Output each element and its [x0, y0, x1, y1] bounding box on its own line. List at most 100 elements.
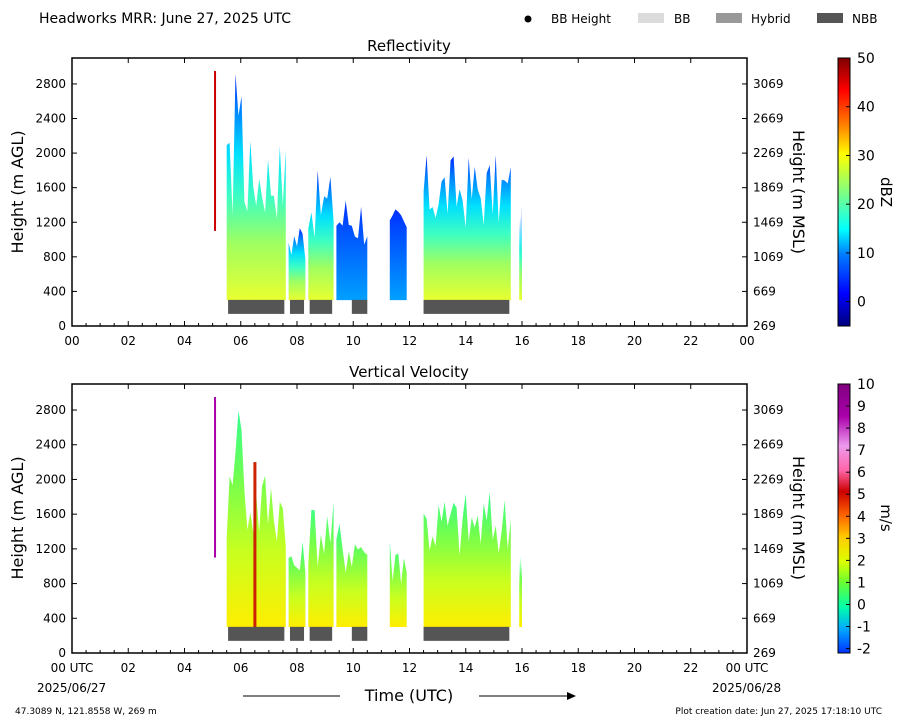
reflectivity-title: Reflectivity	[367, 37, 451, 55]
velocity-xtick-label: 08	[289, 661, 304, 675]
velocity-precip-column	[519, 556, 522, 627]
velocity-colorbar-tick-label: -1	[857, 620, 871, 636]
velocity-colorbar-tick-label: 2	[857, 553, 866, 569]
velocity-xtick-label: 02	[121, 661, 136, 675]
start-date: 2025/06/27	[37, 681, 106, 695]
reflectivity-xtick-label: 22	[683, 334, 698, 348]
velocity-ylabel: Height (m AGL)	[8, 456, 27, 579]
velocity-xtick-label: 12	[402, 661, 417, 675]
velocity-colorbar-label: m/s	[877, 504, 895, 532]
velocity-nbb-bar	[289, 626, 305, 641]
velocity-ylabel-right: Height (m MSL)	[789, 456, 808, 580]
bb-swatch	[638, 13, 664, 23]
velocity-xtick-label: 14	[458, 661, 473, 675]
reflectivity-xtick-label: 16	[514, 334, 529, 348]
reflectivity-echo-area	[226, 74, 286, 301]
reflectivity-echo-area	[423, 155, 511, 301]
reflectivity-xtick-label: 10	[346, 334, 361, 348]
reflectivity-panel: Reflectivity 00 02 04 06 08 10 12 14 16 18 20 22 000…	[8, 37, 895, 348]
velocity-ytick-label: 2000	[35, 472, 66, 486]
velocity-xtick-label: 04	[177, 661, 192, 675]
velocity-xtick-label: 00 UTC	[51, 661, 94, 675]
velocity-ytick-label: 2800	[35, 403, 66, 417]
legend-label-nbb: NBB	[852, 12, 877, 26]
velocity-colorbar-tick-label: 5	[857, 487, 866, 503]
velocity-ytick-right-label: 3069	[753, 403, 784, 417]
reflectivity-frame	[71, 57, 748, 327]
velocity-ytick-right-label: 669	[753, 611, 776, 625]
velocity-colorbar-tick-label: 6	[857, 465, 866, 481]
legend-label-hybrid: Hybrid	[751, 12, 791, 26]
reflectivity-ytick-right-label: 1469	[753, 215, 784, 229]
reflectivity-xtick-label: 00	[64, 334, 79, 348]
reflectivity-xtick-label: 02	[121, 334, 136, 348]
velocity-ytick-right-label: 269	[753, 646, 776, 660]
velocity-isolated-echo	[214, 397, 217, 558]
xlabel: Time (UTC)	[364, 686, 453, 705]
velocity-precip-column	[288, 541, 306, 627]
reflectivity-echo-area	[519, 205, 522, 301]
reflectivity-ytick-label: 0	[58, 319, 66, 333]
velocity-ytick-label: 400	[43, 611, 66, 625]
velocity-echo-area	[423, 491, 511, 627]
velocity-ytick-label: 2400	[35, 438, 66, 452]
velocity-ytick-right-label: 2269	[753, 472, 784, 486]
location-text: 47.3089 N, 121.8558 W, 269 m	[15, 707, 157, 717]
reflectivity-ytick-label: 2400	[35, 112, 66, 126]
reflectivity-nbb-bar	[228, 299, 285, 314]
end-date: 2025/06/28	[712, 681, 781, 695]
reflectivity-nbb-bar	[289, 299, 305, 314]
reflectivity-precip-column	[423, 155, 511, 301]
velocity-colorbar-tick-label: 7	[857, 443, 866, 459]
creation-date-text: Plot creation date: Jun 27, 2025 17:18:1…	[675, 707, 882, 717]
velocity-xtick-label: 00 UTC	[726, 661, 769, 675]
reflectivity-colorbar-tick-label: 10	[857, 246, 875, 262]
reflectivity-ytick-label: 2000	[35, 146, 66, 160]
reflectivity-precip-column	[336, 200, 368, 301]
velocity-ytick-right-label: 1469	[753, 542, 784, 556]
reflectivity-ytick-right-label: 1069	[753, 250, 784, 264]
velocity-panel: Vertical Velocity 00 UTC 02 04 06 08 10 12 14 16…	[8, 363, 895, 675]
reflectivity-colorbar	[837, 57, 851, 327]
legend-label-bb: BB	[674, 12, 690, 26]
reflectivity-ytick-right-label: 1869	[753, 181, 784, 195]
legend-label-bb-height: BB Height	[551, 12, 611, 26]
velocity-ytick-label: 1200	[35, 542, 66, 556]
velocity-echo-area	[288, 541, 306, 627]
velocity-ytick-right-label: 1069	[753, 577, 784, 591]
reflectivity-xtick-label: 04	[177, 334, 192, 348]
velocity-colorbar-tick-label: -2	[857, 642, 871, 658]
reflectivity-ytick-label: 2800	[35, 77, 66, 91]
velocity-colorbar-tick-label: 3	[857, 531, 866, 547]
velocity-nbb-bar	[228, 626, 285, 641]
reflectivity-ytick-label: 400	[43, 284, 66, 298]
velocity-ytick-label: 800	[43, 577, 66, 591]
velocity-colorbar-tick-label: 8	[857, 421, 866, 437]
reflectivity-colorbar-tick-label: 0	[857, 295, 866, 311]
reflectivity-colorbar-tick-label: 30	[857, 148, 875, 164]
reflectivity-xtick-label: 18	[571, 334, 586, 348]
reflectivity-echo-area	[336, 200, 368, 301]
velocity-echo-area	[308, 501, 334, 627]
velocity-precip-column	[336, 524, 368, 627]
reflectivity-isolated-echo	[214, 70, 217, 231]
velocity-precip-column	[308, 501, 334, 627]
reflectivity-precip-column	[389, 209, 407, 301]
velocity-xtick-label: 22	[683, 661, 698, 675]
velocity-nbb-bar	[351, 626, 368, 641]
reflectivity-colorbar-tick-label: 50	[857, 51, 875, 67]
velocity-ytick-right-label: 2669	[753, 438, 784, 452]
reflectivity-precip-column	[308, 170, 334, 301]
velocity-ytick-right-label: 1869	[753, 507, 784, 521]
reflectivity-xtick-label: 00	[739, 334, 754, 348]
velocity-colorbar-tick-label: 1	[857, 575, 866, 591]
legend: BB Height BB Hybrid NBB	[524, 12, 877, 26]
reflectivity-ylabel-right: Height (m MSL)	[789, 130, 808, 254]
velocity-colorbar-tick-label: 10	[857, 377, 875, 393]
reflectivity-ytick-right-label: 2269	[753, 146, 784, 160]
velocity-ytick-label: 0	[58, 646, 66, 660]
velocity-xtick-label: 16	[514, 661, 529, 675]
reflectivity-precip-column	[519, 205, 522, 301]
velocity-colorbar-tick-label: 4	[857, 509, 866, 525]
